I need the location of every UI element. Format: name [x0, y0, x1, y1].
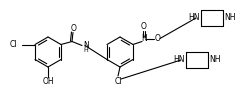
Text: HN: HN	[173, 55, 185, 64]
Text: OH: OH	[42, 77, 54, 85]
Text: NH: NH	[224, 14, 235, 23]
Text: HN: HN	[188, 14, 200, 23]
Text: Cl: Cl	[10, 40, 17, 49]
Text: Cl: Cl	[114, 77, 122, 85]
Text: N: N	[83, 41, 89, 50]
Text: H: H	[83, 48, 88, 53]
Text: NH: NH	[209, 55, 221, 64]
Text: N: N	[141, 34, 147, 43]
Text: O: O	[71, 24, 77, 33]
Text: O: O	[141, 22, 147, 31]
Text: O: O	[155, 34, 161, 43]
